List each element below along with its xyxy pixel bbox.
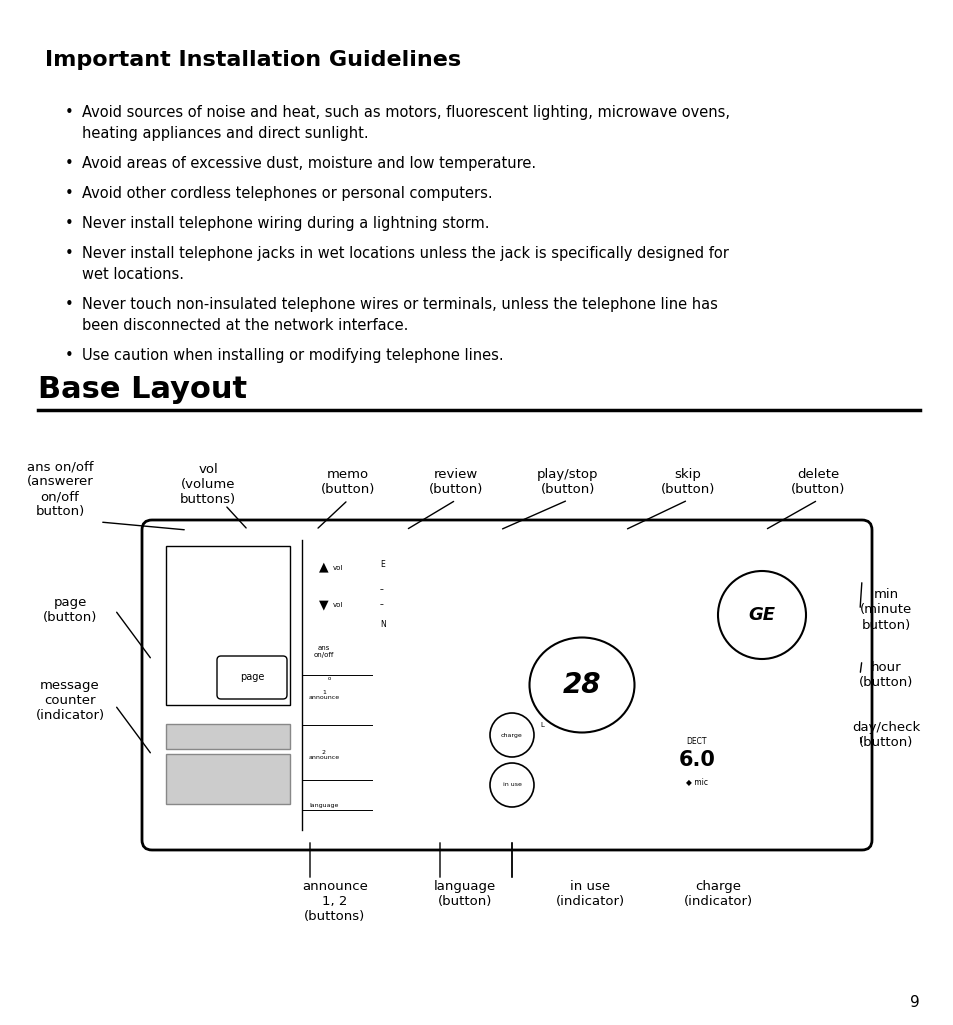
Text: Never install telephone jacks in wet locations unless the jack is specifically d: Never install telephone jacks in wet loc… <box>82 246 728 261</box>
Text: •: • <box>65 348 73 363</box>
Text: in use
(indicator): in use (indicator) <box>555 880 624 908</box>
Text: in use: in use <box>502 782 521 787</box>
Text: language: language <box>309 803 338 808</box>
Text: ans
on/off: ans on/off <box>314 645 334 658</box>
Text: language
(button): language (button) <box>434 880 496 908</box>
Text: min
(minute
button): min (minute button) <box>859 588 911 631</box>
Text: skip
(button): skip (button) <box>660 468 715 496</box>
Text: message
counter
(indicator): message counter (indicator) <box>35 679 105 722</box>
Text: –: – <box>379 600 383 609</box>
Text: 2
announce: 2 announce <box>308 749 339 761</box>
Text: •: • <box>65 216 73 231</box>
Text: 28: 28 <box>562 671 600 699</box>
Text: charge: charge <box>500 733 522 738</box>
FancyBboxPatch shape <box>216 656 287 699</box>
Text: Never touch non-insulated telephone wires or terminals, unless the telephone lin: Never touch non-insulated telephone wire… <box>82 297 717 312</box>
Text: Base Layout: Base Layout <box>38 375 247 404</box>
Ellipse shape <box>529 638 634 733</box>
Text: vol
(volume
buttons): vol (volume buttons) <box>180 463 235 506</box>
Text: ▲: ▲ <box>319 560 329 573</box>
Text: 6.0: 6.0 <box>678 750 715 770</box>
Circle shape <box>718 571 805 659</box>
Circle shape <box>490 713 534 757</box>
Text: ◆ mic: ◆ mic <box>685 778 707 786</box>
Text: Never install telephone wiring during a lightning storm.: Never install telephone wiring during a … <box>82 216 489 231</box>
Text: E: E <box>379 560 384 569</box>
Text: Avoid other cordless telephones or personal computers.: Avoid other cordless telephones or perso… <box>82 186 492 201</box>
Text: Important Installation Guidelines: Important Installation Guidelines <box>45 50 460 70</box>
Text: been disconnected at the network interface.: been disconnected at the network interfa… <box>82 318 408 333</box>
Text: vol: vol <box>333 602 343 608</box>
Text: vol: vol <box>333 565 343 571</box>
Text: •: • <box>65 246 73 261</box>
Text: 1
announce: 1 announce <box>308 690 339 700</box>
Text: page: page <box>239 672 264 683</box>
Text: Use caution when installing or modifying telephone lines.: Use caution when installing or modifying… <box>82 348 503 363</box>
Text: Avoid areas of excessive dust, moisture and low temperature.: Avoid areas of excessive dust, moisture … <box>82 156 536 171</box>
Text: DECT: DECT <box>686 738 706 746</box>
Text: –: – <box>379 585 383 594</box>
Text: •: • <box>65 297 73 312</box>
Text: hour
(button): hour (button) <box>858 661 912 689</box>
Text: •: • <box>65 105 73 120</box>
Text: •: • <box>65 156 73 171</box>
Text: charge
(indicator): charge (indicator) <box>682 880 752 908</box>
Text: wet locations.: wet locations. <box>82 266 184 282</box>
Text: L: L <box>539 722 543 728</box>
Text: delete
(button): delete (button) <box>790 468 844 496</box>
Text: Avoid sources of noise and heat, such as motors, fluorescent lighting, microwave: Avoid sources of noise and heat, such as… <box>82 105 729 120</box>
FancyBboxPatch shape <box>142 520 871 850</box>
Circle shape <box>490 763 534 807</box>
Text: N: N <box>379 620 385 629</box>
Text: announce
1, 2
(buttons): announce 1, 2 (buttons) <box>302 880 368 922</box>
Text: day/check
(button): day/check (button) <box>851 721 919 749</box>
Text: •: • <box>65 186 73 201</box>
Text: page
(button): page (button) <box>43 596 97 624</box>
Text: 9: 9 <box>909 995 919 1010</box>
Text: memo
(button): memo (button) <box>320 468 375 496</box>
Text: GE: GE <box>748 606 775 624</box>
Text: ▼: ▼ <box>319 598 329 611</box>
Text: o: o <box>327 675 331 681</box>
Text: heating appliances and direct sunlight.: heating appliances and direct sunlight. <box>82 126 368 141</box>
Text: ans on/off
(answerer
on/off
button): ans on/off (answerer on/off button) <box>27 460 93 518</box>
Bar <box>166 724 290 749</box>
Bar <box>166 754 290 804</box>
Text: play/stop
(button): play/stop (button) <box>537 468 598 496</box>
Text: review
(button): review (button) <box>428 468 482 496</box>
Bar <box>166 546 290 705</box>
